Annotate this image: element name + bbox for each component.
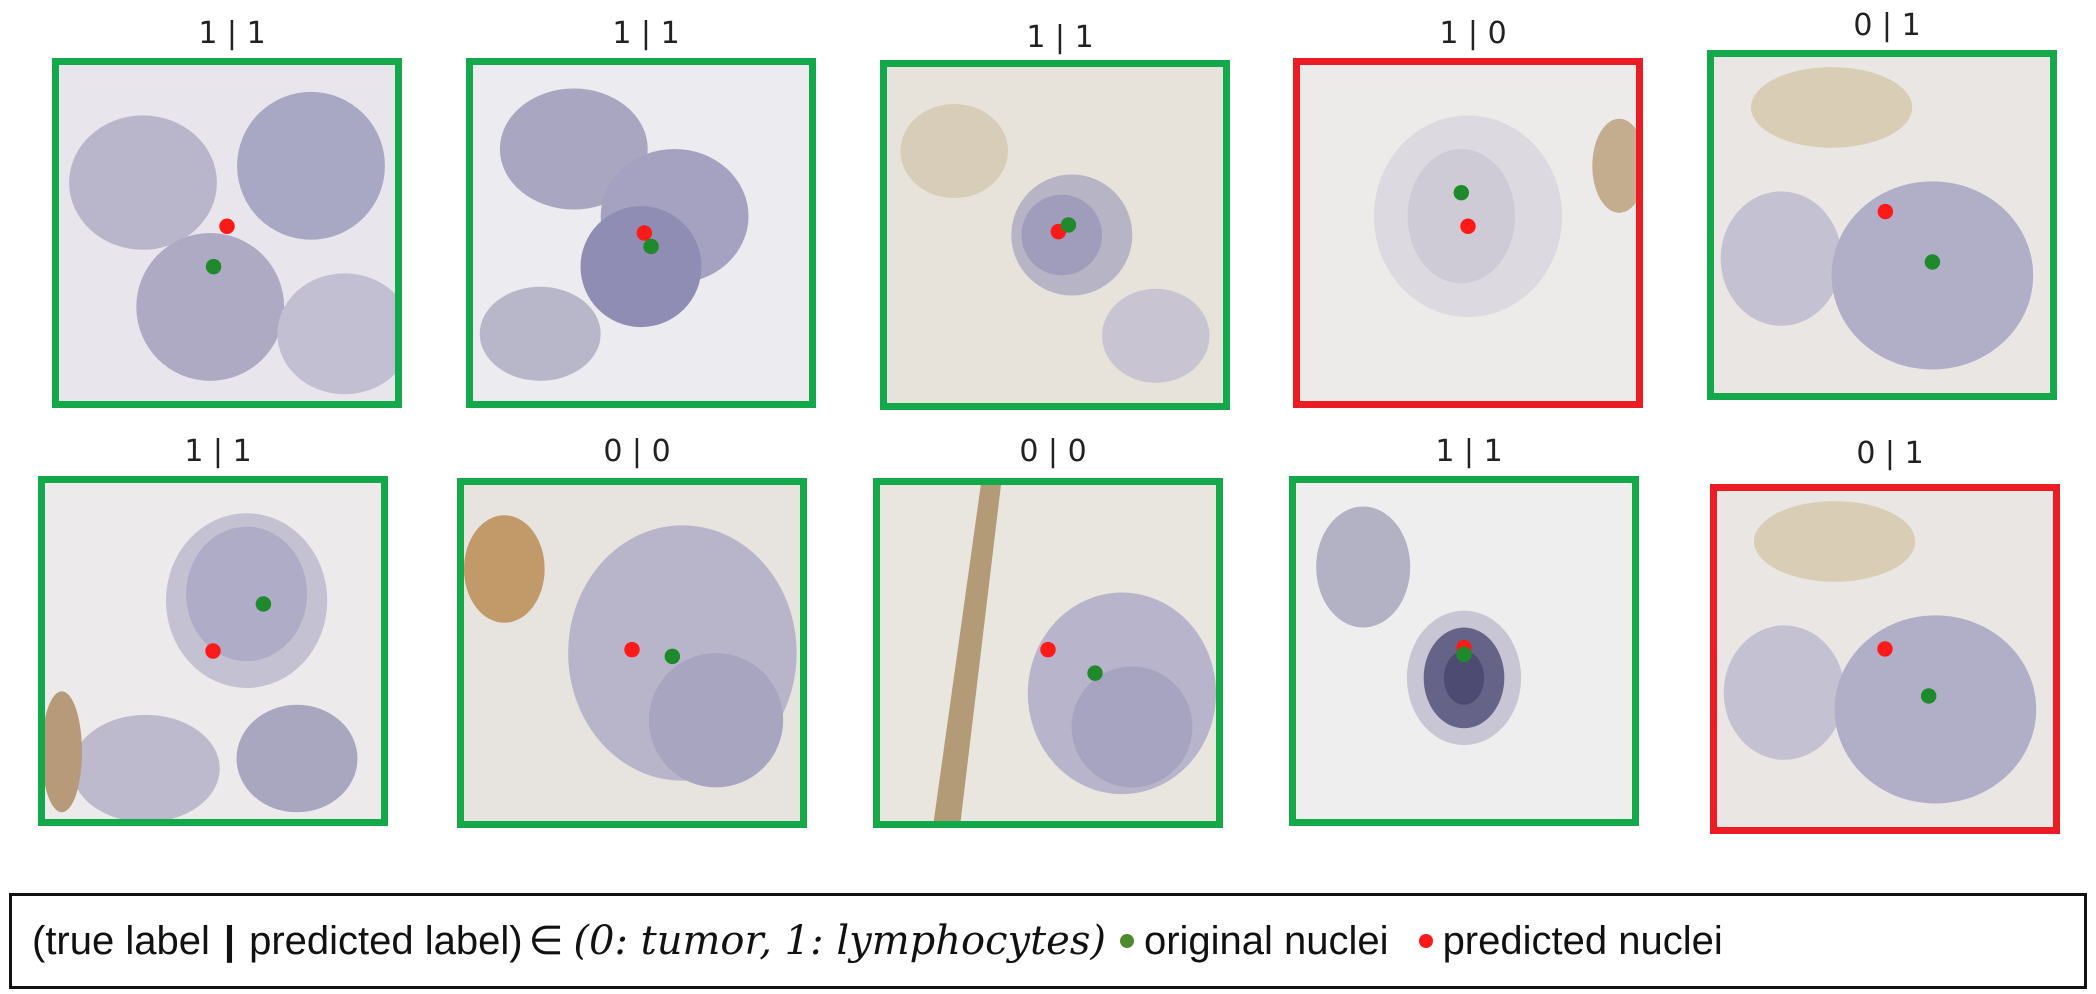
legend-classes: (0: tumor, 1: lymphocytes) (573, 918, 1106, 964)
predicted-nuclei-dot (1418, 934, 1433, 948)
tile-label: 1 | 1 (612, 16, 680, 51)
legend-predicted-label: predicted label) (249, 918, 523, 963)
tile-label: 1 | 0 (1439, 16, 1507, 51)
tile-label: 1 | 1 (198, 16, 266, 51)
legend-original-nuclei: original nuclei (1143, 918, 1389, 963)
nucleus-patch (1710, 484, 2060, 834)
nucleus-patch (466, 58, 816, 408)
tile-label: 0 | 1 (1853, 8, 1921, 43)
nucleus-patch (38, 476, 388, 826)
tile-label: 1 | 1 (1435, 434, 1503, 469)
legend-separator: | (223, 918, 236, 963)
legend-true-label: (true label (32, 918, 210, 963)
nucleus-patch (1289, 476, 1639, 826)
nucleus-patch (873, 478, 1223, 828)
tile-label: 0 | 0 (1019, 434, 1087, 469)
tile-label: 0 | 0 (603, 434, 671, 469)
nucleus-patch (880, 60, 1230, 410)
legend-element-of: ∈ (528, 919, 564, 963)
tile-label: 1 | 1 (184, 434, 252, 469)
tile-label: 1 | 1 (1026, 20, 1094, 55)
nucleus-patch (1707, 50, 2057, 400)
original-nuclei-dot (1119, 934, 1134, 948)
nucleus-patch (52, 58, 402, 408)
tile-label: 0 | 1 (1856, 436, 1924, 471)
legend-predicted-nuclei: predicted nuclei (1442, 918, 1723, 963)
nucleus-patch (1293, 58, 1643, 408)
nucleus-patch (457, 478, 807, 828)
legend: (true label | predicted label) ∈ (0: tum… (9, 893, 2087, 989)
